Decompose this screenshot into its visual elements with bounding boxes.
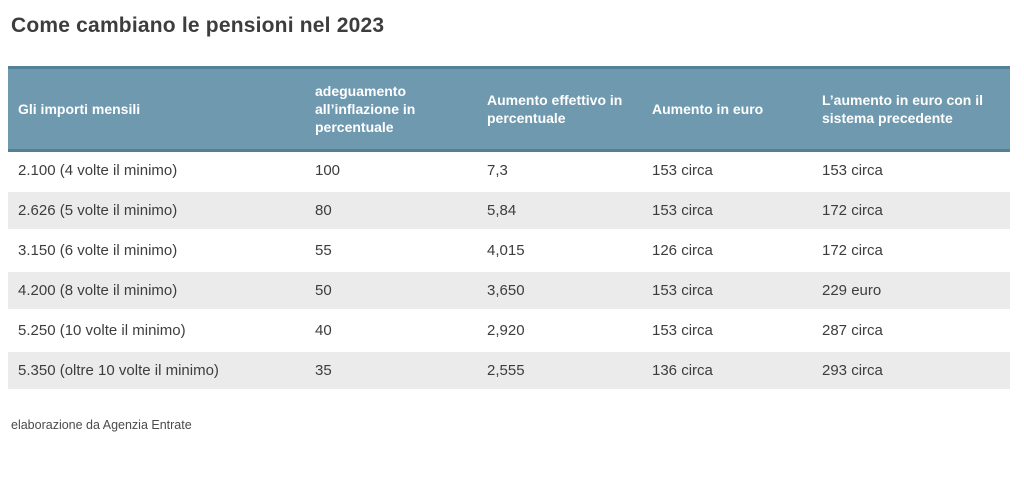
table-cell: 287 circa <box>816 310 1010 352</box>
table-cell: 4,015 <box>481 230 646 272</box>
table-cell: 172 circa <box>816 190 1010 232</box>
table-cell: 55 <box>309 230 481 272</box>
table-cell: 3,650 <box>481 270 646 312</box>
column-header-importi: Gli importi mensili <box>8 66 309 152</box>
table-row: 4.200 (8 volte il minimo) 50 3,650 153 c… <box>8 270 1010 312</box>
table-cell: 5.350 (oltre 10 volte il minimo) <box>8 350 309 392</box>
table-cell: 153 circa <box>646 150 816 192</box>
table-row: 2.100 (4 volte il minimo) 100 7,3 153 ci… <box>8 150 1010 192</box>
table-cell: 80 <box>309 190 481 232</box>
table-cell: 153 circa <box>816 150 1010 192</box>
table-row: 2.626 (5 volte il minimo) 80 5,84 153 ci… <box>8 190 1010 232</box>
table-cell: 153 circa <box>646 190 816 232</box>
table-cell: 5,84 <box>481 190 646 232</box>
table-cell: 136 circa <box>646 350 816 392</box>
table-cell: 2.626 (5 volte il minimo) <box>8 190 309 232</box>
table-cell: 50 <box>309 270 481 312</box>
table-cell: 172 circa <box>816 230 1010 272</box>
table-cell: 7,3 <box>481 150 646 192</box>
table-cell: 126 circa <box>646 230 816 272</box>
table-cell: 153 circa <box>646 310 816 352</box>
source-note: elaborazione da Agenzia Entrate <box>11 418 192 432</box>
pensions-table: Gli importi mensili adeguamento all’infl… <box>8 66 1010 392</box>
table-row: 3.150 (6 volte il minimo) 55 4,015 126 c… <box>8 230 1010 272</box>
column-header-aumento-effettivo: Aumento effettivo in percentuale <box>481 66 646 152</box>
column-header-sistema-precedente: L’aumento in euro con il sistema precede… <box>816 66 1010 152</box>
column-header-adeguamento: adeguamento all’inflazione in percentual… <box>309 66 481 152</box>
table-cell: 100 <box>309 150 481 192</box>
table-cell: 229 euro <box>816 270 1010 312</box>
table-header: Gli importi mensili adeguamento all’infl… <box>8 66 1010 152</box>
table-cell: 2,555 <box>481 350 646 392</box>
table-cell: 2,920 <box>481 310 646 352</box>
column-header-aumento-euro: Aumento in euro <box>646 66 816 152</box>
header-row: Gli importi mensili adeguamento all’infl… <box>8 66 1010 152</box>
table-row: 5.250 (10 volte il minimo) 40 2,920 153 … <box>8 310 1010 352</box>
table-cell: 153 circa <box>646 270 816 312</box>
table-cell: 5.250 (10 volte il minimo) <box>8 310 309 352</box>
table-cell: 2.100 (4 volte il minimo) <box>8 150 309 192</box>
table-body: 2.100 (4 volte il minimo) 100 7,3 153 ci… <box>8 150 1010 392</box>
table-cell: 40 <box>309 310 481 352</box>
table-cell: 293 circa <box>816 350 1010 392</box>
table-cell: 3.150 (6 volte il minimo) <box>8 230 309 272</box>
table-row: 5.350 (oltre 10 volte il minimo) 35 2,55… <box>8 350 1010 392</box>
table-cell: 35 <box>309 350 481 392</box>
table-cell: 4.200 (8 volte il minimo) <box>8 270 309 312</box>
page-title: Come cambiano le pensioni nel 2023 <box>11 14 385 37</box>
